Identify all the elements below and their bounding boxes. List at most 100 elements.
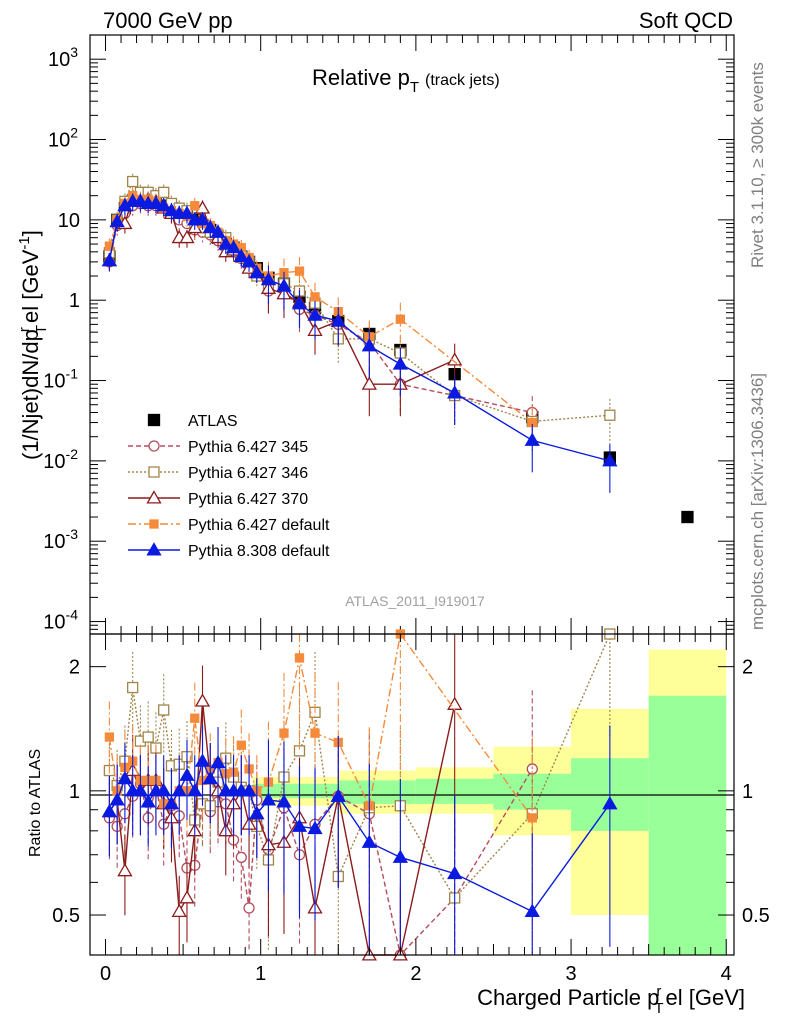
legend-item-p6def: Pythia 6.427 default: [128, 517, 330, 534]
header-right: Soft QCD: [639, 8, 733, 33]
main-series-p8def: [101, 193, 618, 493]
legend-label-atlas: ATLAS: [188, 413, 238, 430]
ratio-y-tick-label: 1: [69, 781, 80, 803]
main-point-p8def: [225, 239, 242, 254]
main-point-p8def: [210, 224, 226, 238]
legend-marker-p8def: [146, 542, 162, 556]
ratio-point-p8def: [392, 849, 408, 863]
main-point-p370: [179, 229, 195, 244]
ratio-point-p8def: [291, 818, 308, 832]
x-tick-label: 3: [565, 963, 576, 985]
ratio-point-p8def: [307, 820, 323, 835]
ratio-point-p346: [158, 704, 170, 716]
ratio-point-p6def: [310, 728, 320, 738]
legend-marker-p370: [146, 490, 162, 504]
main-point-p8def: [291, 296, 308, 310]
main-title: Relative pT (track jets): [312, 65, 500, 96]
main-point-p8def: [260, 271, 277, 286]
main-x-ticks: [105, 35, 727, 634]
ratio-point-p8def: [260, 792, 277, 806]
legend-marker-p6def: [149, 519, 159, 529]
main-y-tick-label: 102: [48, 125, 78, 152]
ratio-x-ticks: 0 1 2 3 4: [100, 634, 732, 985]
main-y-tick-label: 10-2: [43, 446, 78, 473]
ratio-point-p8def: [249, 805, 265, 820]
ratio-point-p370: [117, 862, 133, 877]
ratio-panel: 0.5 0.5 1 1 2 2 0 1 2 3 4 Ratio to ATLAS Charged …: [27, 628, 770, 1017]
main-plot-area: [101, 173, 694, 524]
legend: ATLAS Pythia 6.427 345 Pythia 6.427 346 Pyt…: [128, 413, 330, 560]
ratio-y-tick-label: 0.5: [52, 905, 80, 927]
ratio-point-p346: [127, 681, 139, 694]
main-point-p6def: [294, 266, 305, 276]
main-y-tick-label: 10: [58, 210, 80, 232]
main-point-p8def: [202, 219, 218, 234]
main-point-p8def: [524, 432, 540, 446]
main-point-p370: [361, 376, 377, 390]
ratio-point-p370: [194, 693, 211, 707]
x-tick-label: 4: [721, 963, 732, 985]
ratio-point-p6def: [190, 713, 200, 723]
ratio-frame: [89, 633, 735, 956]
main-point-p8def: [602, 453, 618, 467]
legend-label-p346: Pythia 6.427 346: [188, 465, 308, 482]
ratio-point-p8def: [276, 794, 292, 808]
ratio-point-p8def: [361, 834, 377, 848]
main-point-p6def: [190, 201, 200, 211]
ratio-point-p8def: [171, 783, 187, 797]
side-label-rivet: Rivet 3.1.10, ≥ 300k events: [748, 62, 767, 268]
ratio-y-tick-label-right: 0.5: [742, 905, 770, 927]
ratio-point-p8def: [210, 754, 226, 769]
ratio-band-inner: [648, 695, 727, 955]
ratio-point-p8def: [194, 753, 211, 767]
x-tick-label: 2: [410, 963, 421, 985]
legend-item-p8def: Pythia 8.308 default: [128, 542, 330, 560]
main-point-p346: [158, 186, 170, 199]
ratio-point-p8def: [132, 783, 149, 797]
main-point-p8def: [194, 212, 211, 226]
ratio-band-inner: [338, 780, 416, 804]
ratio-series-p8def: [101, 725, 618, 955]
ratio-series-p345: [103, 690, 538, 961]
main-point-p8def: [218, 236, 234, 250]
ratio-point-p8def: [156, 783, 172, 797]
ratio-plot-area: [101, 628, 618, 961]
main-frame: [89, 34, 735, 635]
main-point-p8def: [249, 264, 265, 279]
main-point-p8def: [156, 197, 172, 212]
main-point-p8def: [447, 385, 463, 399]
x-axis-label: Charged Particle pr Tel [GeV]: [477, 983, 745, 1017]
main-y-ticks: 10-4 10-3 10-2 10-1 1 10 102 103: [43, 34, 734, 635]
ratio-y-ticks: 0.5 0.5 1 1 2 2: [52, 657, 770, 927]
ratio-point-p8def: [101, 803, 118, 818]
ratio-y-tick-label: 2: [69, 657, 80, 679]
main-point-p8def: [179, 205, 195, 220]
ratio-point-p8def: [447, 865, 463, 880]
main-y-tick-label: 10-1: [43, 366, 78, 393]
main-point-p8def: [330, 313, 346, 327]
main-point-p8def: [101, 252, 118, 267]
main-y-tick-label: 10-3: [43, 526, 78, 553]
main-point-p6def: [395, 314, 406, 324]
ratio-y-axis-label: Ratio to ATLAS: [27, 749, 44, 857]
main-point-p370: [447, 352, 463, 366]
main-point-p8def: [148, 195, 164, 209]
legend-marker-p346: [148, 466, 160, 478]
main-point-p346: [604, 409, 616, 421]
main-series-p6def: [104, 187, 537, 455]
main-point-p8def: [307, 307, 323, 321]
legend-marker-p345: [148, 440, 160, 452]
main-panel: 10-4 10-3 10-2 10-1 1 10 102 103 Relative pT (tr…: [16, 34, 735, 635]
legend-item-p370: Pythia 6.427 370: [128, 490, 308, 508]
ratio-point-p8def: [202, 770, 218, 785]
main-point-p346: [127, 175, 139, 188]
watermark: ATLAS_2011_I919017: [345, 593, 485, 609]
ratio-point-p8def: [602, 796, 618, 810]
legend-marker-atlas: [147, 413, 161, 427]
ratio-point-p8def: [187, 783, 203, 797]
main-series-p370: [101, 189, 463, 417]
header-left: 7000 GeV pp: [103, 8, 233, 33]
main-y-axis-label: (1/Njet)dN/dprTel [GeV-1]: [16, 230, 50, 460]
ratio-point-p8def: [524, 903, 540, 918]
